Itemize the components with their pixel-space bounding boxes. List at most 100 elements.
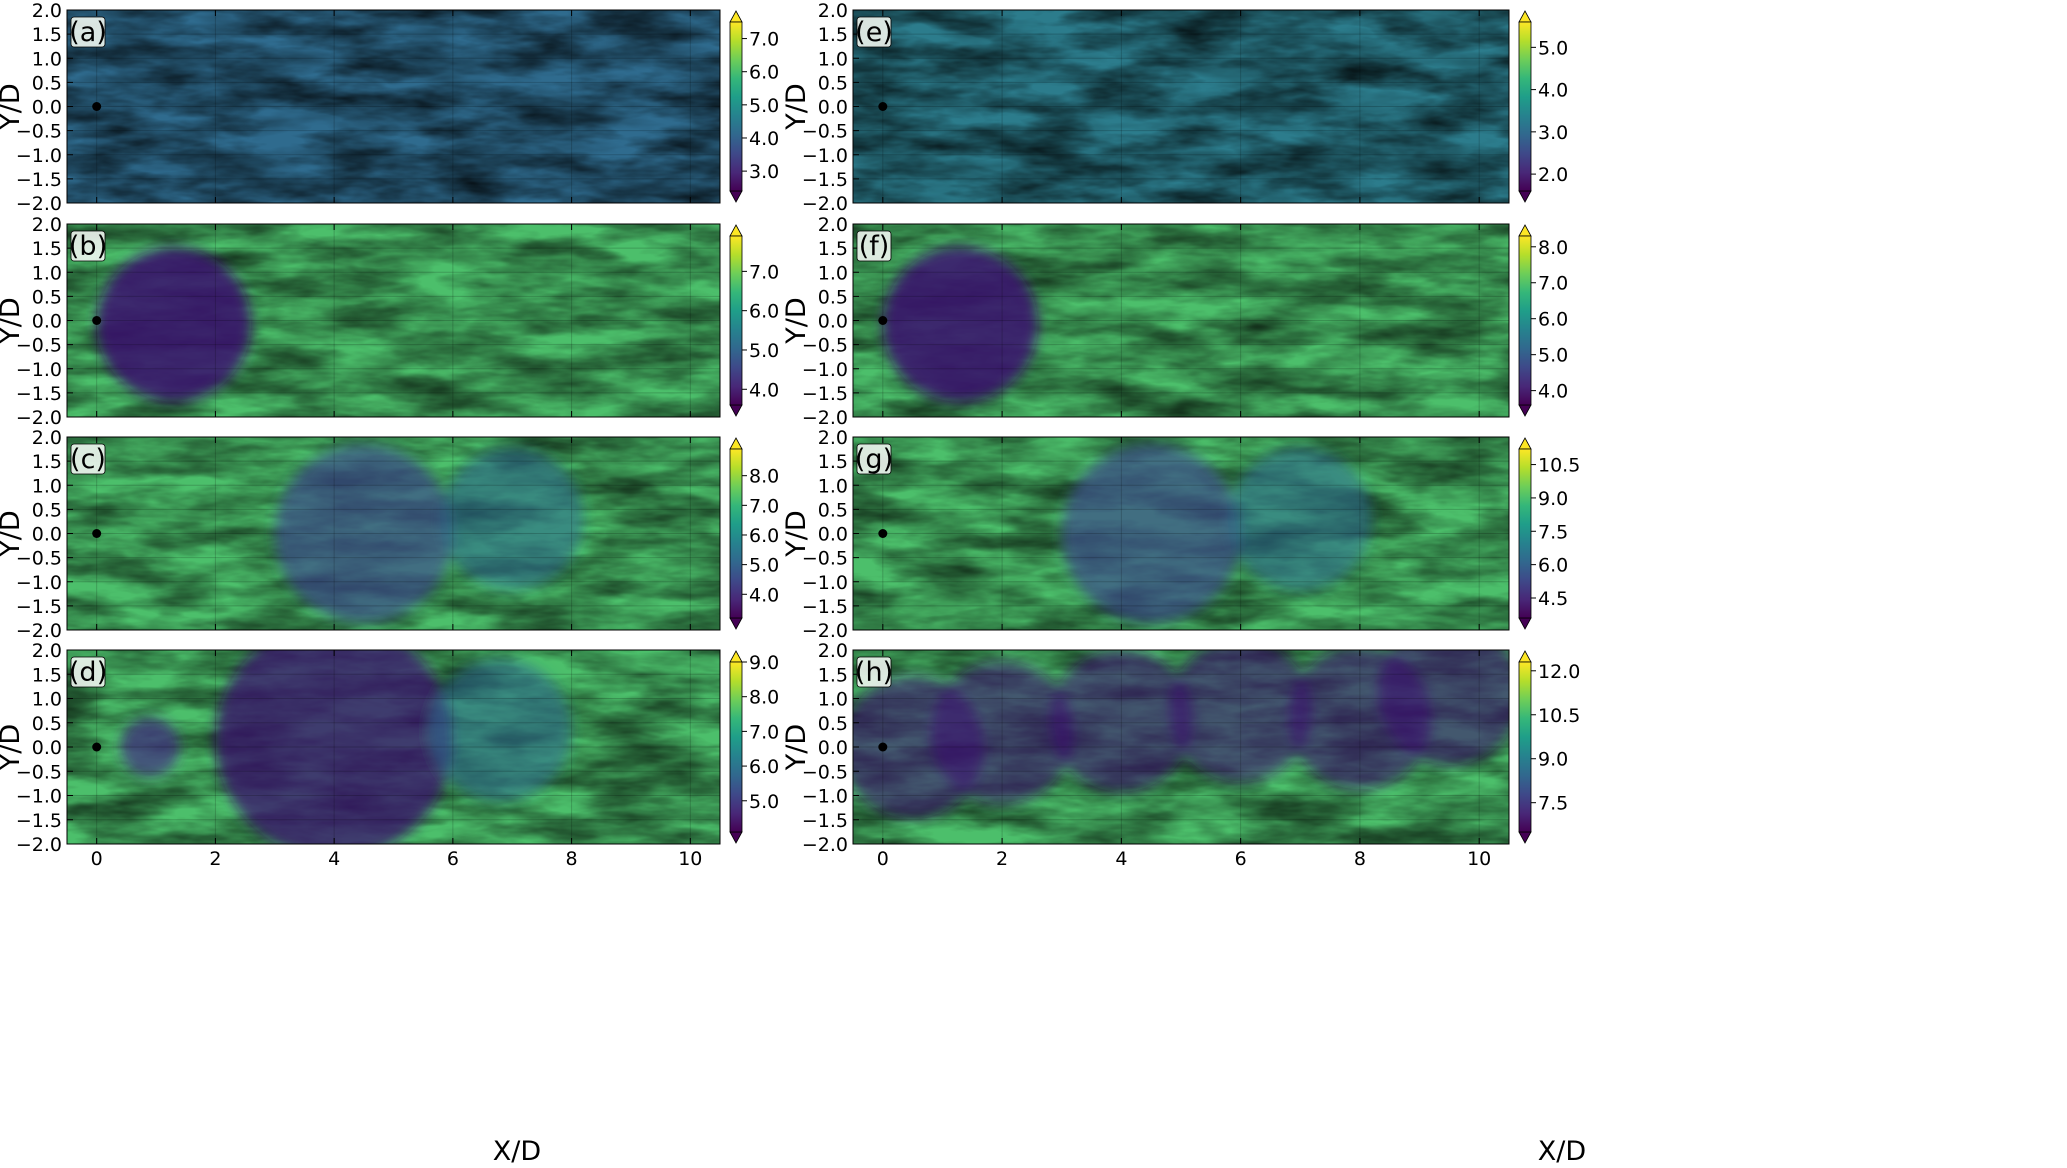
x-tick-label: 8 — [566, 848, 578, 870]
panel-tag: (e) — [855, 16, 893, 48]
y-tick-label: 2.0 — [32, 0, 62, 22]
y-tick-label: 0.0 — [818, 311, 848, 333]
colorbar: 5.0 6.0 7.0 8.0 9.0 — [729, 650, 779, 844]
colorbar-gradient — [1518, 21, 1532, 192]
y-tick-label: 2.0 — [818, 214, 848, 236]
panel-tag: (b) — [69, 230, 107, 262]
colorbar-tick-label: 6.0 — [1538, 555, 1568, 577]
y-tick-label: 1.5 — [818, 238, 848, 260]
y-tick-label: −2.0 — [16, 193, 62, 215]
y-axis-label: Y/D — [0, 297, 26, 344]
colorbar-tick-label: 9.0 — [749, 652, 779, 674]
y-tick-label: 2.0 — [818, 427, 848, 449]
x-tick-label: 0 — [877, 848, 889, 870]
x-axis-label-left: X/D — [493, 1136, 541, 1167]
y-tick-label: 0.0 — [818, 524, 848, 546]
y-tick-label: −1.0 — [802, 572, 848, 594]
y-tick-label: 1.5 — [818, 24, 848, 46]
panel-tag-text: (b) — [69, 231, 107, 262]
y-tick-label: 0.0 — [818, 97, 848, 119]
panel-tag-text: (c) — [70, 444, 106, 475]
colorbar-tick-label: 4.0 — [749, 584, 779, 606]
y-tick-label: 1.0 — [32, 262, 62, 284]
y-tick-label: −2.0 — [802, 834, 848, 856]
y-tick-label: 1.0 — [32, 475, 62, 497]
colorbar-gradient — [1518, 448, 1532, 619]
body-ellipse — [878, 102, 888, 111]
x-tick-label: 2 — [996, 848, 1008, 870]
y-tick-label: −1.5 — [16, 169, 62, 191]
y-tick-label: 1.0 — [32, 48, 62, 70]
colorbar-extend-top — [729, 10, 743, 23]
y-axis-label: Y/D — [781, 297, 812, 344]
y-tick-label: 0.5 — [32, 499, 62, 521]
colorbar-tick-label: 2.0 — [1538, 164, 1568, 186]
colorbar-extend-bottom — [729, 831, 743, 844]
colorbar-extend-top — [729, 437, 743, 450]
colorbar-tick-label: 10.5 — [1538, 455, 1580, 477]
colorbar-tick-label: 7.5 — [1538, 793, 1568, 815]
colorbar-tick-label: 4.0 — [749, 379, 779, 401]
colorbar-tick-label: 4.0 — [749, 128, 779, 150]
colorbar-tick-label: 3.0 — [1538, 122, 1568, 144]
colorbar: 4.0 5.0 6.0 7.0 — [729, 224, 779, 417]
y-axis-label: Y/D — [781, 83, 812, 130]
colorbar-tick-label: 8.0 — [749, 466, 779, 488]
y-tick-label: 1.0 — [818, 262, 848, 284]
panel-tag-text: (d) — [69, 657, 107, 688]
y-tick-label: 0.0 — [32, 311, 62, 333]
y-tick-label: −0.5 — [802, 761, 848, 783]
colorbar-extend-top — [1518, 224, 1532, 237]
heatmap-field — [853, 10, 1509, 203]
y-tick-label: 1.5 — [32, 24, 62, 46]
y-tick-label: −0.5 — [802, 121, 848, 143]
colorbar: 4.0 5.0 6.0 7.0 8.0 — [1518, 224, 1568, 417]
y-tick-label: −2.0 — [802, 193, 848, 215]
y-axis-label: Y/D — [0, 510, 26, 557]
colorbar-tick-label: 9.0 — [1538, 749, 1568, 771]
heatmap-field — [67, 224, 720, 417]
y-axis-label: Y/D — [781, 724, 812, 771]
heatmap-field — [67, 650, 720, 844]
colorbar-tick-label: 6.0 — [1538, 309, 1568, 331]
panel-c: −2.0−1.5−1.0−0.50.0 0.51.01.52.0 Y/D (c) 4.0… — [0, 427, 779, 642]
heatmap-field — [853, 650, 1509, 844]
panel-tag: (a) — [69, 16, 107, 48]
x-tick-label: 4 — [1115, 848, 1127, 870]
x-tick-label: 10 — [678, 848, 702, 870]
y-tick-label: 0.5 — [818, 286, 848, 308]
y-tick-label: 0.0 — [32, 97, 62, 119]
colorbar-tick-label: 6.0 — [749, 756, 779, 778]
wake-region — [853, 650, 1509, 819]
x-axis-label-right: X/D — [1538, 1136, 1586, 1167]
y-tick-label: −1.5 — [16, 810, 62, 832]
panel-tag: (h) — [855, 656, 893, 688]
x-tick-label: 2 — [209, 848, 221, 870]
colorbar-tick-label: 7.0 — [749, 721, 779, 743]
colorbar-extend-top — [1518, 10, 1532, 23]
x-tick-label: 4 — [328, 848, 340, 870]
x-tick-label: 10 — [1467, 848, 1491, 870]
panel-tag-text: (a) — [69, 17, 107, 48]
colorbar-gradient — [1518, 661, 1532, 833]
wake-region — [96, 247, 252, 402]
y-tick-label: −1.5 — [16, 383, 62, 405]
y-tick-label: 1.5 — [818, 664, 848, 686]
colorbar-tick-label: 3.0 — [749, 161, 779, 183]
y-tick-label: −2.0 — [16, 834, 62, 856]
colorbar-tick-label: 5.0 — [749, 340, 779, 362]
y-tick-label: −2.0 — [16, 407, 62, 429]
colorbar-tick-label: 10.5 — [1538, 705, 1580, 727]
y-tick-label: 0.5 — [818, 72, 848, 94]
y-tick-label: −1.0 — [16, 786, 62, 808]
y-tick-label: 2.0 — [32, 214, 62, 236]
panel-tag: (g) — [855, 443, 893, 475]
panel-h: −2.0−1.5−1.0 −0.50.00.51.0 1.52.0 0 2 4 6 8 10 Y/… — [781, 640, 1580, 870]
colorbar-extend-bottom — [1518, 831, 1532, 844]
colorbar: 7.5 9.0 10.5 12.0 — [1518, 650, 1580, 844]
colorbar: 4.5 6.0 7.5 9.0 10.5 — [1518, 437, 1580, 630]
panel-d: −2.0−1.5−1.0 −0.50.00.51.0 1.52.0 0 2 4 6 8 10 Y/… — [0, 640, 779, 870]
y-tick-label: 0.0 — [32, 737, 62, 759]
y-tick-label: 0.5 — [818, 499, 848, 521]
